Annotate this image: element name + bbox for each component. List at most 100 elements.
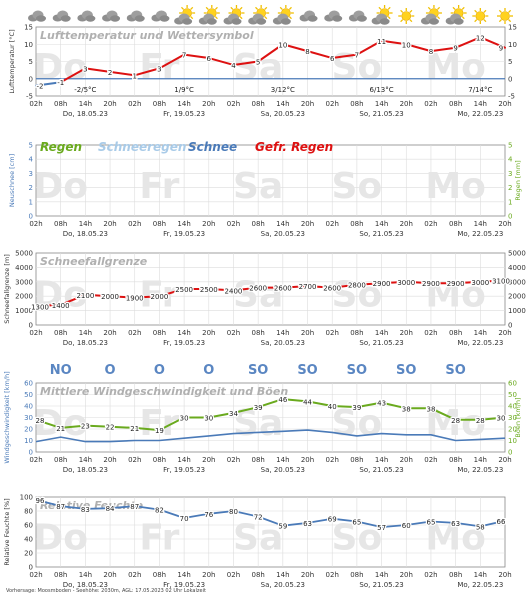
- sun-cloud-icon: [248, 5, 270, 25]
- sun-ray: [498, 9, 502, 13]
- sun-ray: [461, 16, 465, 20]
- sun-ray: [205, 6, 209, 10]
- temp-data-label: 8: [429, 48, 433, 56]
- time-tick-label: 08h: [153, 100, 166, 108]
- temp-data-label: 11: [377, 38, 386, 46]
- humidity-data-label: 83: [81, 506, 90, 514]
- sun-ray: [214, 16, 218, 20]
- snow-y-tick: 1: [29, 198, 33, 206]
- humidity-data-label: 76: [204, 511, 213, 519]
- time-tick-label: 02h: [128, 100, 141, 108]
- time-tick-label: 02h: [227, 329, 240, 337]
- humidity-data-label: 60: [402, 522, 411, 530]
- sun-ray: [409, 9, 413, 13]
- humidity-data-label: 84: [106, 505, 115, 513]
- date-label: Do, 18.05.23: [63, 110, 108, 118]
- time-tick-label: 08h: [449, 100, 462, 108]
- snowline-data-label: 2600: [249, 285, 267, 293]
- time-tick-label: 08h: [251, 456, 264, 464]
- temp-data-label: 12: [476, 34, 485, 42]
- time-tick-label: 14h: [474, 456, 487, 464]
- time-tick-label: 20h: [202, 220, 215, 228]
- time-tick-label: 02h: [326, 100, 339, 108]
- humidity-data-label: 69: [328, 516, 337, 524]
- time-tick-label: 02h: [326, 329, 339, 337]
- date-label: So, 21.05.23: [359, 230, 403, 238]
- day-watermark: So: [332, 518, 383, 559]
- humidity-y-tick: 60: [24, 522, 33, 530]
- day-watermark: Sa: [233, 47, 283, 88]
- time-tick-label: 02h: [29, 571, 42, 579]
- sun-ray: [288, 16, 292, 20]
- snowline-data-label: 2600: [323, 285, 341, 293]
- time-tick-label: 02h: [424, 571, 437, 579]
- temp-y-tick: 15: [24, 24, 33, 32]
- date-label: Do, 18.05.23: [63, 230, 108, 238]
- time-tick-label: 02h: [227, 571, 240, 579]
- humidity-data-label: 63: [303, 520, 312, 528]
- humidity-panel-title: Relative Feuchte: [40, 499, 144, 512]
- time-tick-label: 20h: [202, 329, 215, 337]
- day-watermark: Fr: [139, 275, 179, 316]
- snowline-y-tick-right: 3000: [508, 278, 526, 286]
- temp-line-segment: [133, 67, 161, 77]
- cloud-icon: [102, 10, 121, 22]
- gust-data-label: 22: [106, 424, 115, 432]
- sun-ray: [508, 9, 512, 13]
- precip-legend-entry: Schnee: [188, 140, 237, 154]
- time-tick-label: 08h: [54, 220, 67, 228]
- gust-data-label: 39: [254, 404, 263, 412]
- snow-y-tick: 3: [29, 170, 33, 178]
- time-tick-label: 14h: [276, 456, 289, 464]
- temp-line-segment: [257, 43, 284, 63]
- daily-min-max-label: 7/14°C: [468, 86, 492, 94]
- time-tick-label: 14h: [79, 329, 92, 337]
- gust-data-label: 38: [426, 405, 435, 413]
- time-tick-label: 14h: [276, 329, 289, 337]
- time-tick-label: 14h: [474, 100, 487, 108]
- sun-ray: [239, 6, 243, 10]
- snowline-line: [35, 279, 506, 308]
- wind-y-tick: 50: [24, 391, 33, 399]
- time-tick-label: 08h: [153, 220, 166, 228]
- gust-data-label: 39: [352, 404, 361, 412]
- gust-y-tick: 40: [508, 403, 517, 411]
- date-label: Mo, 22.05.23: [457, 466, 503, 474]
- temp-data-label: 7: [182, 52, 186, 60]
- snowline-data-label: 2000: [101, 293, 119, 301]
- day-watermark: Sa: [233, 275, 283, 316]
- humidity-data-label: 65: [352, 519, 361, 527]
- time-tick-label: 20h: [400, 456, 413, 464]
- time-tick-label: 08h: [449, 456, 462, 464]
- temp-y-tick: 5: [29, 58, 33, 66]
- gust-data-label: 38: [402, 405, 411, 413]
- wind-panel-title: Mittlere Windgeschwindigkeit und Böen: [40, 385, 288, 398]
- sun-ray: [461, 6, 465, 10]
- humidity-data-label: 59: [278, 523, 287, 531]
- humidity-y-tick: 40: [24, 536, 33, 544]
- time-tick-label: 02h: [424, 100, 437, 108]
- cloud-part: [453, 18, 464, 25]
- snowline-data-label: 2400: [225, 287, 243, 295]
- humidity-panel-frame: [35, 496, 506, 568]
- sun-cloud-icon: [174, 5, 196, 25]
- snowline-panel-frame: [35, 252, 506, 326]
- time-tick-label: 20h: [103, 456, 116, 464]
- rain-y-tick: 3: [508, 170, 512, 178]
- wind-y-axis-label: Windgeschwindigkeit [km/h]: [3, 371, 11, 463]
- gust-y-tick: 50: [508, 391, 517, 399]
- gust-data-label: 34: [229, 410, 238, 418]
- time-tick-label: 02h: [326, 571, 339, 579]
- date-label: Do, 18.05.23: [63, 466, 108, 474]
- precip-legend-entry: Regen: [40, 140, 82, 154]
- date-label: Do, 18.05.23: [63, 339, 108, 347]
- time-tick-label: 14h: [474, 571, 487, 579]
- humidity-data-label: 58: [476, 523, 485, 531]
- cloud-icon: [151, 10, 170, 22]
- wind-direction-label: SO: [297, 363, 317, 378]
- sun-ray: [288, 6, 292, 10]
- time-tick-label: 20h: [103, 220, 116, 228]
- humidity-data-label: 80: [229, 508, 238, 516]
- snowline-data-label: 2900: [373, 280, 391, 288]
- time-tick-label: 20h: [202, 100, 215, 108]
